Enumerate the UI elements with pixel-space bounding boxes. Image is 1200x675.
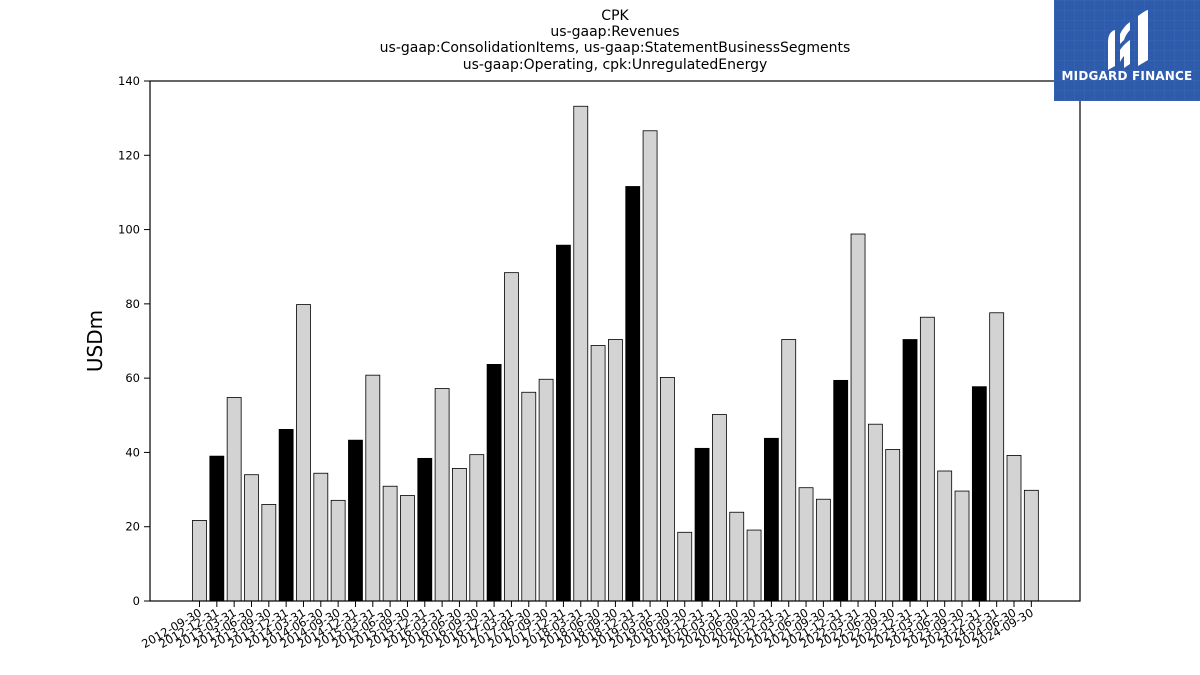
bar-2014-12-31 xyxy=(348,439,363,602)
bar-2024-03-31 xyxy=(989,312,1005,602)
bar-2024-09-30 xyxy=(1023,489,1039,602)
bar-2021-06-30 xyxy=(798,487,814,602)
brand-logo: MIDGARD FINANCE xyxy=(1054,0,1200,101)
bar-2023-03-31 xyxy=(919,316,935,602)
bar-2014-09-30 xyxy=(330,499,346,602)
y-tick-label: 0 xyxy=(133,594,140,608)
bar-2015-06-30 xyxy=(382,485,398,602)
bar-2019-06-30 xyxy=(660,376,675,602)
bar-2022-03-31 xyxy=(850,233,866,602)
bar-2020-12-31 xyxy=(763,437,779,602)
bar-2022-12-31 xyxy=(902,339,918,602)
bar-2023-09-30 xyxy=(954,490,970,602)
bar-2018-06-30 xyxy=(590,345,606,602)
plot-frame xyxy=(149,80,1081,602)
y-axis-ticks: 0 20 40 60 80 100 120 140 xyxy=(118,74,150,608)
bar-2013-09-30 xyxy=(261,504,277,602)
bar-2017-09-30 xyxy=(538,378,554,602)
y-tick-label: 20 xyxy=(125,520,140,534)
bar-2019-12-31 xyxy=(694,447,710,602)
bar-2021-03-31 xyxy=(781,339,797,602)
bar-series xyxy=(192,105,1039,602)
y-tick-label: 40 xyxy=(125,445,140,459)
chart-title-line-3: us-gaap:ConsolidationItems, us-gaap:Stat… xyxy=(379,40,851,56)
bar-2017-12-31 xyxy=(556,244,571,602)
bar-2023-06-30 xyxy=(937,470,953,602)
y-tick-label: 100 xyxy=(118,223,140,237)
y-tick-label: 60 xyxy=(125,371,140,385)
chart-title-line-4: us-gaap:Operating, cpk:UnregulatedEnergy xyxy=(462,57,768,73)
bar-2017-03-31 xyxy=(504,272,519,602)
bar-2018-09-30 xyxy=(608,339,623,602)
bar-2012-09-30 xyxy=(192,520,207,602)
bar-2015-12-31 xyxy=(417,457,433,602)
bar-2020-06-30 xyxy=(729,511,745,602)
bar-2013-06-30 xyxy=(244,474,259,602)
bar-2018-03-31 xyxy=(573,105,589,602)
logo-text: MIDGARD FINANCE xyxy=(1061,69,1193,83)
bar-2012-12-31 xyxy=(209,455,225,602)
chart-title-line-1: CPK xyxy=(601,8,629,24)
bar-2022-06-30 xyxy=(867,423,883,602)
bar-2016-06-30 xyxy=(452,467,467,602)
bar-2021-12-31 xyxy=(833,379,849,602)
bar-2014-03-31 xyxy=(296,304,311,602)
chart-title-line-2: us-gaap:Revenues xyxy=(550,24,680,40)
bar-2020-09-30 xyxy=(746,529,762,602)
bar-2016-09-30 xyxy=(469,454,485,602)
bar-2015-09-30 xyxy=(400,495,415,602)
bar-2017-06-30 xyxy=(521,391,537,602)
bar-2014-06-30 xyxy=(313,472,329,602)
bar-2019-09-30 xyxy=(677,531,693,602)
x-axis-ticks: 2012-09-302012-12-312013-03-312013-06-30… xyxy=(139,601,1036,651)
bar-2013-03-31 xyxy=(226,397,242,602)
bar-2020-03-31 xyxy=(712,414,727,602)
bar-2023-12-31 xyxy=(971,386,987,602)
bar-2015-03-31 xyxy=(365,374,381,602)
bar-2021-09-30 xyxy=(815,498,831,602)
bar-2019-03-31 xyxy=(642,130,658,602)
y-tick-label: 80 xyxy=(125,297,140,311)
bar-2013-12-31 xyxy=(278,428,294,602)
y-tick-label: 140 xyxy=(118,74,140,88)
bar-2024-06-30 xyxy=(1006,454,1022,602)
bar-2022-09-30 xyxy=(885,449,901,602)
y-axis-label: USDm xyxy=(83,309,107,373)
y-tick-label: 120 xyxy=(118,148,140,162)
midgard-logo-icon xyxy=(1054,0,1200,101)
bar-2016-12-31 xyxy=(486,363,502,602)
bar-2018-12-31 xyxy=(625,186,641,602)
bar-2016-03-31 xyxy=(434,388,450,602)
